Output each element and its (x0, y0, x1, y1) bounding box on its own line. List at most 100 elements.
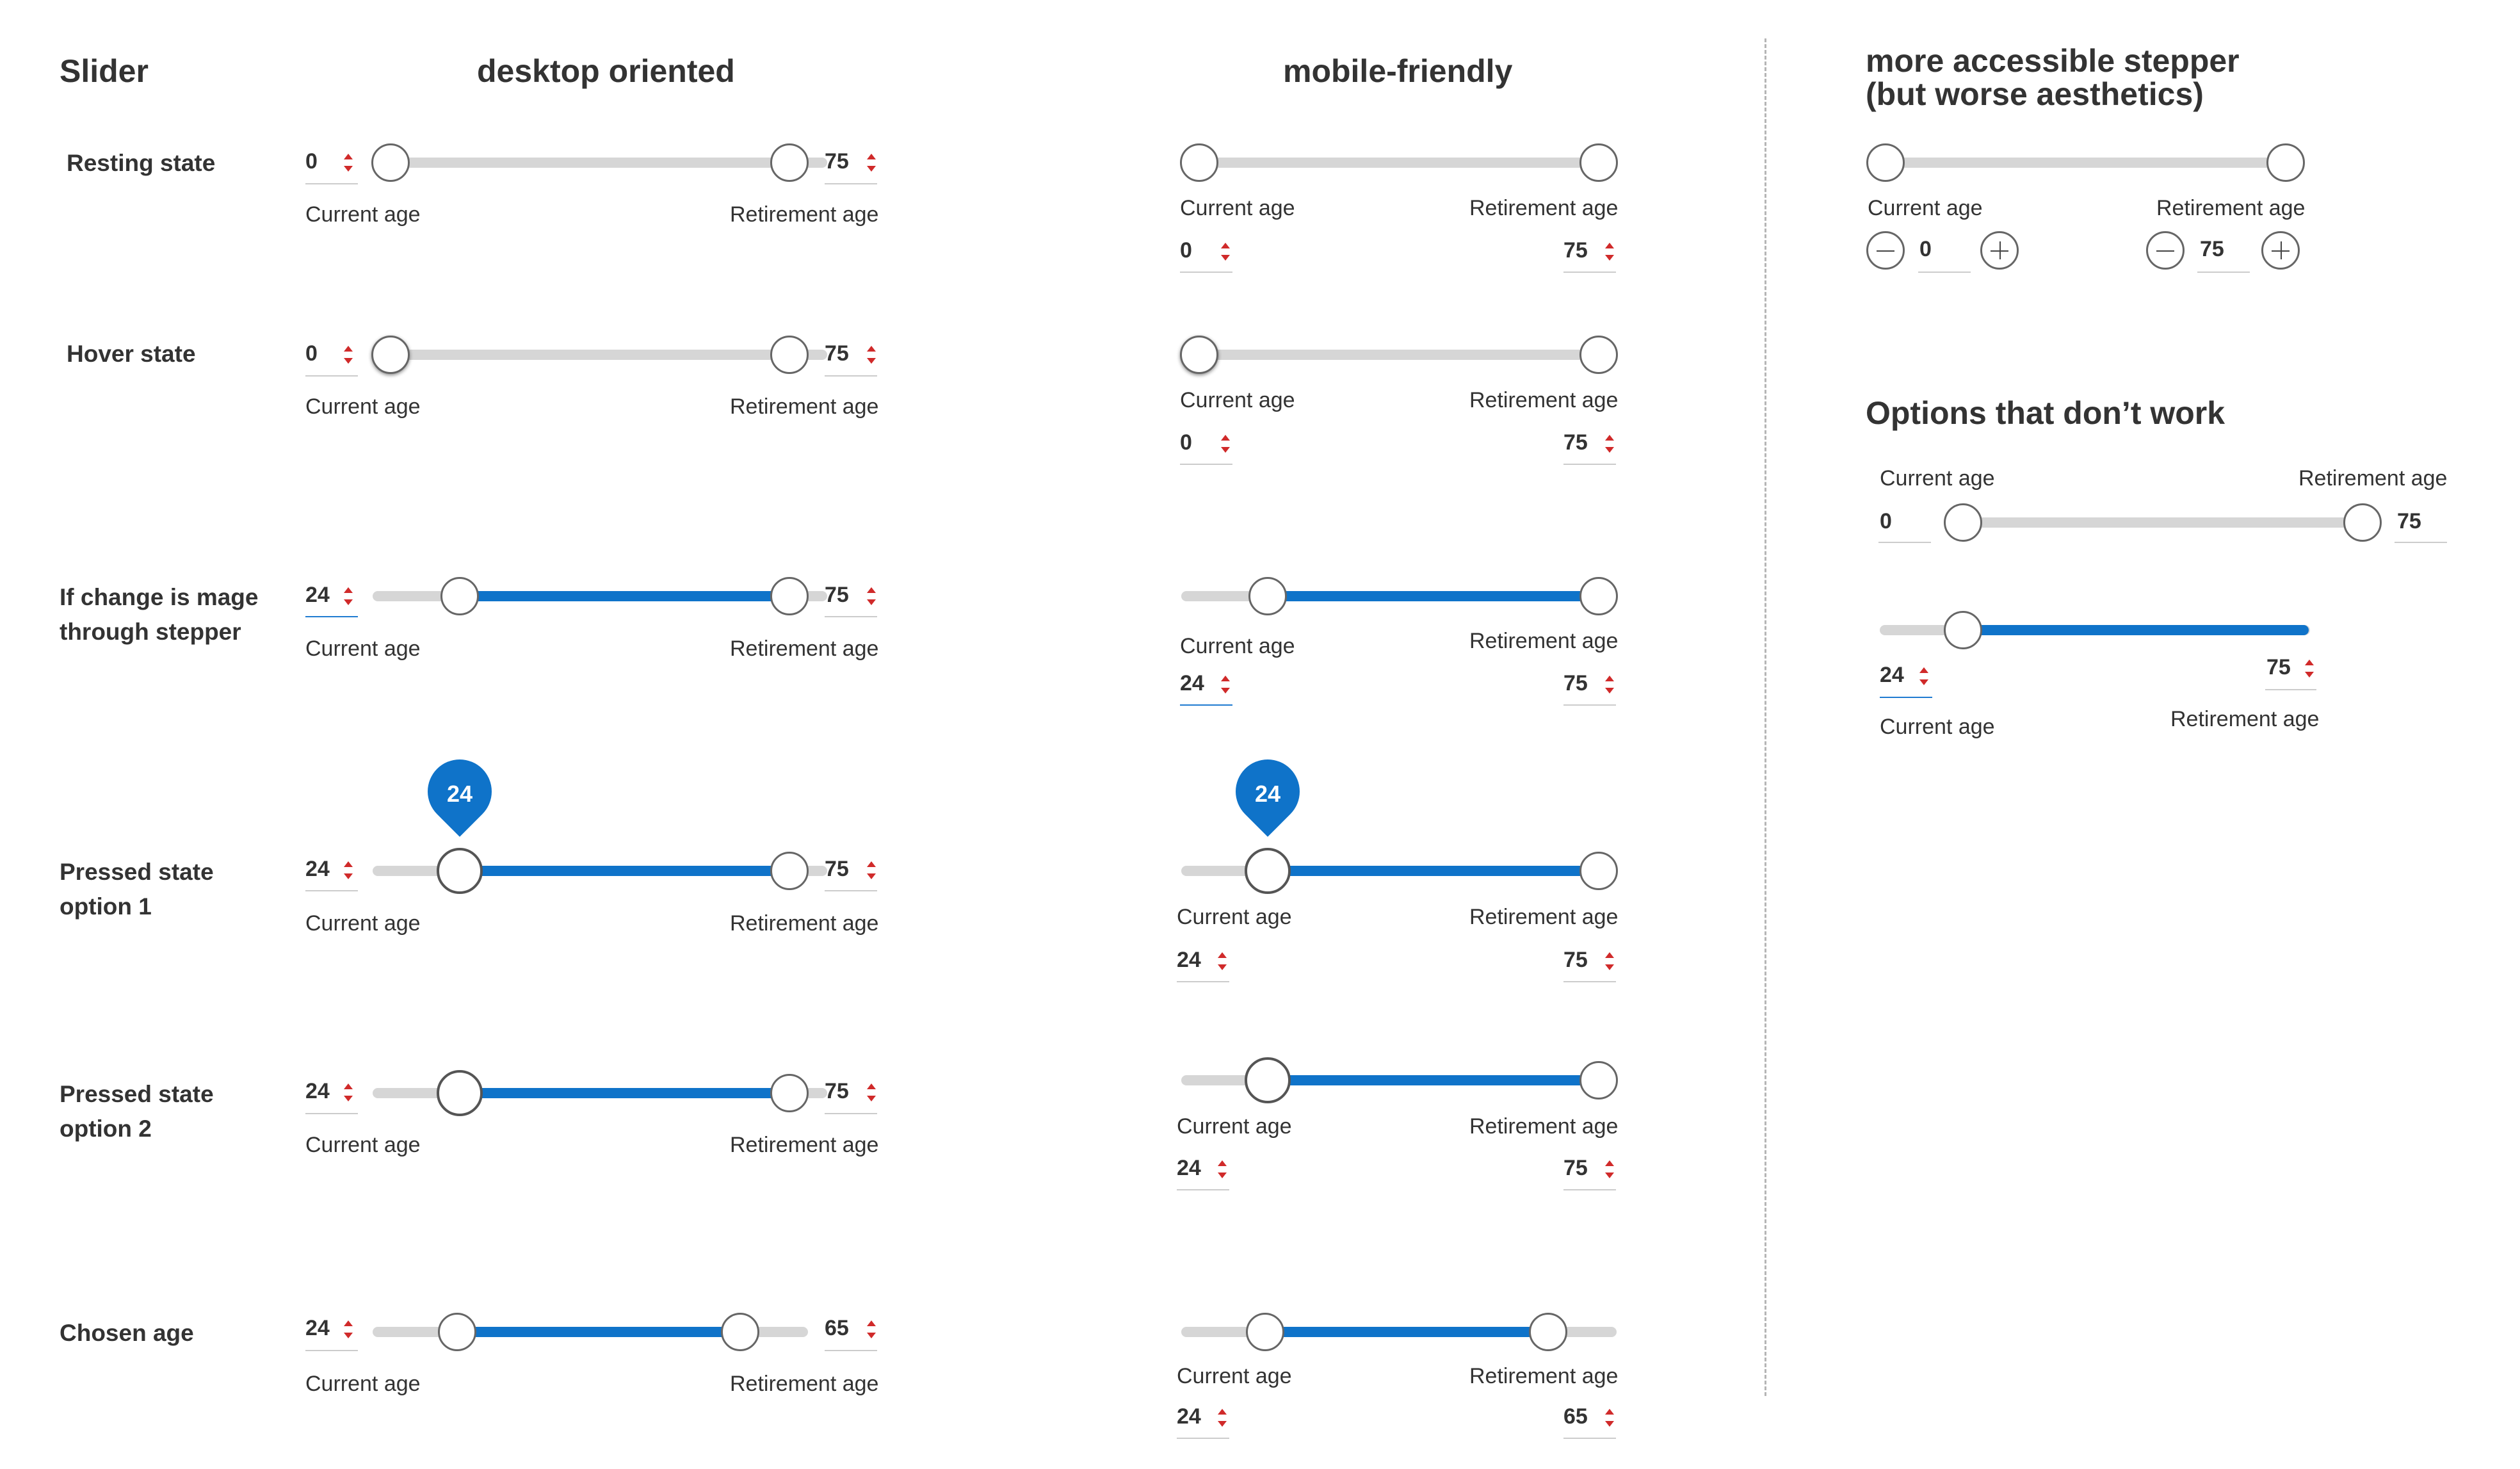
mobile-r3-current-stepper-arrows[interactable] (1221, 674, 1231, 695)
desktop-r3-current-value[interactable]: 24 (305, 583, 330, 607)
dontwork-b-retirement-label: Retirement age (2170, 707, 2320, 731)
mobile-r4-retirement-value[interactable]: 75 (1563, 948, 1588, 972)
mobile-r2-current-value[interactable]: 0 (1180, 430, 1192, 455)
desktop-r2-current-value[interactable]: 0 (305, 341, 318, 366)
desktop-r5-current-stepper-arrows[interactable] (344, 1082, 354, 1103)
desktop-r5-retirement-underline (825, 1113, 877, 1114)
stepper-retirement-value[interactable]: 75 (2200, 237, 2224, 261)
desktop-r3-current-stepper-arrows[interactable] (344, 585, 354, 607)
desktop-r4-thumb-current-pressed[interactable] (437, 848, 483, 894)
stepper-thumb-retirement[interactable] (2266, 143, 2305, 182)
mobile-r4-thumb-retirement[interactable] (1579, 852, 1618, 890)
dontwork-b-retirement-value[interactable]: 75 (2266, 655, 2291, 679)
stepper-current-value[interactable]: 0 (1919, 237, 1932, 261)
dontwork-a-current-value[interactable]: 0 (1880, 509, 1892, 533)
desktop-r6-thumb-retirement[interactable] (721, 1313, 759, 1351)
mobile-r6-retirement-value[interactable]: 65 (1563, 1404, 1588, 1429)
dontwork-a-track[interactable] (1946, 517, 2382, 528)
mobile-r3-current-value[interactable]: 24 (1180, 671, 1204, 695)
desktop-r4-thumb-retirement[interactable] (770, 852, 809, 890)
desktop-r4-current-stepper-arrows[interactable] (344, 859, 354, 881)
desktop-r6-current-stepper-arrows[interactable] (344, 1319, 354, 1340)
dontwork-a-thumb-current[interactable] (1944, 503, 1982, 542)
mobile-r6-current-value[interactable]: 24 (1177, 1404, 1201, 1429)
mobile-r6-thumb-retirement[interactable] (1529, 1313, 1567, 1351)
desktop-r5-current-value[interactable]: 24 (305, 1079, 330, 1103)
desktop-r3-retirement-value[interactable]: 75 (825, 583, 849, 607)
desktop-r4-current-underline (305, 890, 358, 891)
mobile-r1-thumb-current[interactable] (1180, 143, 1218, 182)
desktop-r6-current-value[interactable]: 24 (305, 1316, 330, 1340)
mobile-r1-track[interactable] (1181, 158, 1617, 168)
desktop-r6-current-underline (305, 1350, 358, 1351)
stepper-thumb-current[interactable] (1866, 143, 1905, 182)
dontwork-b-current-value[interactable]: 24 (1880, 663, 1904, 687)
stepper-retirement-minus-button[interactable] (2146, 231, 2185, 270)
desktop-r1-current-value[interactable]: 0 (305, 149, 318, 174)
desktop-r2-track[interactable] (373, 350, 827, 360)
mobile-r4-current-stepper-arrows[interactable] (1218, 950, 1228, 972)
desktop-r5-thumb-current-pressed[interactable] (437, 1070, 483, 1116)
mobile-r1-current-stepper-arrows[interactable] (1221, 241, 1231, 263)
desktop-r1-thumb-retirement[interactable] (770, 143, 809, 182)
mobile-r1-retirement-stepper-arrows[interactable] (1605, 241, 1615, 263)
mobile-r6-thumb-current[interactable] (1246, 1313, 1284, 1351)
desktop-r1-retirement-value[interactable]: 75 (825, 149, 849, 174)
mobile-r2-thumb-retirement[interactable] (1579, 336, 1618, 374)
mobile-r2-track[interactable] (1181, 350, 1617, 360)
stepper-current-plus-button[interactable] (1980, 231, 2019, 270)
mobile-r1-thumb-retirement[interactable] (1579, 143, 1618, 182)
mobile-r5-thumb-current-pressed[interactable] (1245, 1057, 1291, 1103)
mobile-r4-current-value[interactable]: 24 (1177, 948, 1201, 972)
dontwork-b-current-stepper-arrows[interactable] (1919, 665, 1930, 687)
stepper-current-minus-button[interactable] (1866, 231, 1905, 270)
mobile-r6-retirement-stepper-arrows[interactable] (1605, 1407, 1615, 1429)
mobile-r3-thumb-retirement[interactable] (1579, 577, 1618, 615)
desktop-r5-retirement-value[interactable]: 75 (825, 1079, 849, 1103)
dontwork-a-retirement-value[interactable]: 75 (2397, 509, 2421, 533)
desktop-r2-retirement-value[interactable]: 75 (825, 341, 849, 366)
stepper-track[interactable] (1868, 158, 2303, 168)
mobile-r1-current-value[interactable]: 0 (1180, 238, 1192, 263)
mobile-r5-current-stepper-arrows[interactable] (1218, 1158, 1228, 1180)
dontwork-a-thumb-retirement[interactable] (2343, 503, 2382, 542)
dontwork-b-current-underline-focused (1880, 697, 1932, 698)
dontwork-b-retirement-stepper-arrows[interactable] (2305, 658, 2315, 679)
desktop-r3-retirement-stepper-arrows[interactable] (867, 585, 877, 607)
mobile-r4-retirement-stepper-arrows[interactable] (1605, 950, 1615, 972)
mobile-r5-retirement-value[interactable]: 75 (1563, 1156, 1588, 1180)
mobile-r5-retirement-stepper-arrows[interactable] (1605, 1158, 1615, 1180)
desktop-r3-thumb-retirement[interactable] (770, 577, 809, 615)
desktop-r2-thumb-retirement[interactable] (770, 336, 809, 374)
desktop-r3-thumb-current[interactable] (440, 577, 479, 615)
desktop-r2-retirement-stepper-arrows[interactable] (867, 344, 877, 366)
desktop-r2-current-stepper-arrows[interactable] (344, 344, 354, 366)
desktop-r1-retirement-stepper-arrows[interactable] (867, 152, 877, 174)
desktop-r6-retirement-value[interactable]: 65 (825, 1316, 849, 1340)
desktop-r1-current-stepper-arrows[interactable] (344, 152, 354, 174)
desktop-r2-thumb-current[interactable] (371, 336, 410, 374)
desktop-r4-current-value[interactable]: 24 (305, 857, 330, 881)
mobile-r5-current-value[interactable]: 24 (1177, 1156, 1201, 1180)
desktop-r5-thumb-retirement[interactable] (770, 1074, 809, 1112)
desktop-r5-retirement-stepper-arrows[interactable] (867, 1082, 877, 1103)
mobile-r3-retirement-stepper-arrows[interactable] (1605, 674, 1615, 695)
desktop-r4-retirement-stepper-arrows[interactable] (867, 859, 877, 881)
mobile-r1-retirement-value[interactable]: 75 (1563, 238, 1588, 263)
stepper-retirement-plus-button[interactable] (2261, 231, 2300, 270)
mobile-r2-retirement-stepper-arrows[interactable] (1605, 433, 1615, 455)
mobile-r5-thumb-retirement[interactable] (1579, 1061, 1618, 1100)
dontwork-b-thumb-current[interactable] (1944, 611, 1982, 649)
desktop-r4-retirement-value[interactable]: 75 (825, 857, 849, 881)
mobile-r2-thumb-current[interactable] (1180, 336, 1218, 374)
mobile-r2-current-stepper-arrows[interactable] (1221, 433, 1231, 455)
mobile-r2-retirement-value[interactable]: 75 (1563, 430, 1588, 455)
mobile-r6-current-stepper-arrows[interactable] (1218, 1407, 1228, 1429)
desktop-r1-track[interactable] (373, 158, 827, 168)
mobile-r3-retirement-value[interactable]: 75 (1563, 671, 1588, 695)
desktop-r6-thumb-current[interactable] (438, 1313, 476, 1351)
mobile-r4-thumb-current-pressed[interactable] (1245, 848, 1291, 894)
desktop-r1-thumb-current[interactable] (371, 143, 410, 182)
desktop-r6-retirement-stepper-arrows[interactable] (867, 1319, 877, 1340)
mobile-r3-thumb-current[interactable] (1248, 577, 1287, 615)
